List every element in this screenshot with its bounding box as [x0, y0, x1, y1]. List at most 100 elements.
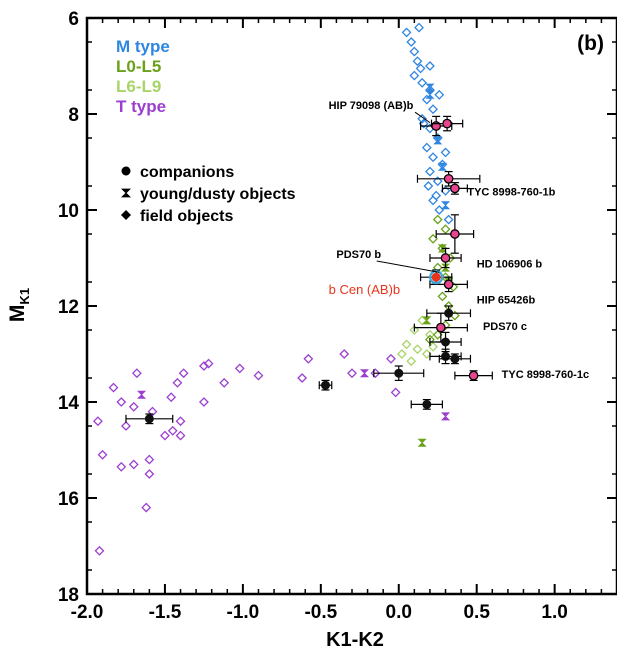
- legend-type-label: M type: [116, 37, 170, 56]
- annotation-label: b Cen (AB)b: [329, 282, 401, 297]
- young-object-point: [422, 316, 432, 325]
- field-object-point: [428, 152, 438, 163]
- field-object-point: [432, 214, 443, 225]
- field-object-point: [423, 181, 434, 191]
- y-axis-label-main: M: [6, 305, 29, 323]
- field-object-point: [431, 190, 442, 201]
- young-object-point: [425, 90, 435, 99]
- annotation-label: HIP 65426b: [477, 295, 536, 307]
- field-object-point: [417, 113, 428, 124]
- field-object-point: [428, 104, 438, 115]
- y-tick-label: 10: [58, 201, 79, 222]
- young-object-point: [437, 244, 447, 253]
- field-object-point: [401, 339, 412, 350]
- y-tick-label: 16: [58, 489, 79, 510]
- field-object-point: [409, 325, 420, 335]
- field-object-point: [253, 370, 264, 381]
- companion-point: [442, 118, 452, 129]
- field-object-point: [94, 545, 105, 556]
- field-object-point: [128, 401, 139, 412]
- annotation-label: TYC 8998-760-1c: [502, 369, 589, 381]
- field-object-point: [414, 22, 424, 33]
- field-object-point: [121, 421, 131, 431]
- legend-symbol-label: companions: [140, 164, 234, 181]
- x-tick-label: -1.5: [149, 602, 182, 623]
- axis-labels: K1-K2 MK1 (b): [6, 32, 604, 651]
- annotation-leader-line: [376, 260, 440, 273]
- field-object-point: [401, 27, 412, 38]
- x-axis-label: K1-K2: [326, 629, 384, 651]
- companion-errorbar: [419, 115, 453, 137]
- field-object-point: [178, 368, 189, 379]
- y-tick-label: 18: [58, 585, 79, 606]
- companion-point: [321, 380, 330, 390]
- field-object-point: [347, 368, 357, 379]
- data-marks: [92, 22, 493, 556]
- companion-point: [436, 322, 446, 333]
- field-object-point: [370, 368, 381, 379]
- field-object-point: [425, 61, 435, 71]
- field-object-point: [421, 142, 432, 153]
- field-object-point: [406, 37, 417, 47]
- panel-label: (b): [577, 32, 604, 55]
- young-object-point: [359, 369, 370, 378]
- young-object-point: [437, 162, 447, 171]
- young-object-point: [433, 136, 443, 145]
- field-object-point: [443, 214, 454, 225]
- field-object-point: [141, 502, 152, 513]
- bcen-ring: [429, 270, 444, 285]
- field-object-point: [234, 363, 245, 374]
- field-object-point: [339, 349, 350, 359]
- companion-point: [440, 253, 451, 263]
- axes: -2.0 -1.5 -1.0 -0.5 0.0 0.5 1.0 6 8 10 12 14 16 18: [58, 9, 617, 623]
- y-tick-label: 12: [58, 297, 79, 318]
- annotation-label: HIP 79098 (AB)b: [329, 100, 414, 112]
- field-object-point: [396, 349, 407, 359]
- companion-point: [444, 308, 454, 318]
- legend-type-label: L6-L9: [116, 77, 161, 96]
- field-object-point: [417, 315, 428, 326]
- y-tick-label: 6: [68, 9, 79, 30]
- young-object-point: [440, 412, 451, 421]
- field-object-point: [160, 430, 170, 441]
- field-object-point: [409, 70, 420, 81]
- field-object-point: [167, 425, 178, 436]
- companion-point: [443, 173, 454, 184]
- field-object-point: [440, 147, 451, 158]
- companion-point: [450, 229, 460, 239]
- field-object-point: [97, 449, 108, 460]
- y-tick-label: 14: [58, 393, 80, 414]
- field-object-point: [198, 397, 209, 407]
- young-object-point: [136, 390, 147, 399]
- legend-hourglass-symbol: [121, 188, 131, 198]
- field-object-point: [406, 356, 417, 367]
- legend-diamond-symbol: [121, 210, 131, 220]
- y-axis-label-subscript: K1: [17, 288, 32, 305]
- field-object-point: [303, 353, 314, 364]
- young-object-point: [440, 263, 451, 272]
- x-tick-label: 0.0: [386, 602, 412, 623]
- annotation-label: PDS70 c: [483, 321, 527, 333]
- field-object-point: [440, 224, 451, 235]
- field-object-point: [175, 416, 186, 427]
- field-object-point: [108, 382, 119, 393]
- x-tick-label: -1.0: [227, 602, 260, 623]
- field-object-point: [116, 397, 127, 407]
- annotation-label: HD 106906 b: [477, 259, 543, 271]
- x-tick-label: -2.0: [71, 602, 104, 623]
- field-object-point: [437, 291, 448, 302]
- field-object-point: [116, 461, 127, 472]
- legend-symbol-label: young/dusty objects: [140, 186, 296, 203]
- field-object-point: [432, 176, 443, 187]
- field-object-point: [128, 459, 139, 470]
- field-object-point: [219, 377, 230, 388]
- field-object-point: [390, 387, 401, 398]
- legend-type-label: T type: [116, 97, 166, 116]
- field-object-point: [434, 89, 445, 100]
- companion-point: [450, 183, 460, 194]
- field-object-point: [144, 469, 155, 479]
- annotation-label: TYC 8998-760-1b: [467, 187, 555, 199]
- companion-point: [443, 279, 454, 290]
- annotation-label: PDS70 b: [336, 249, 381, 261]
